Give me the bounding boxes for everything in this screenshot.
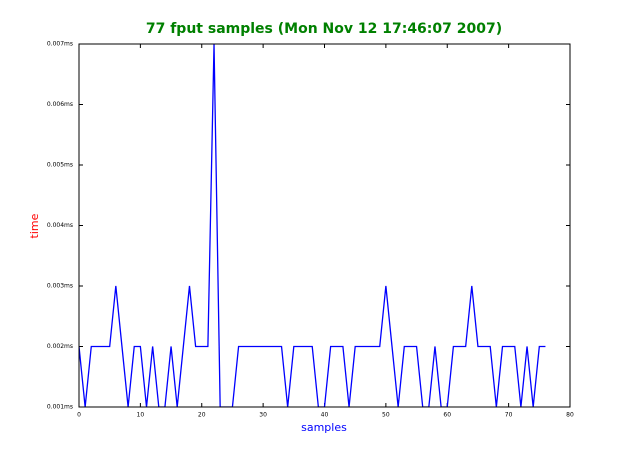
x-tick-label: 40 (321, 412, 329, 419)
x-tick-label: 80 (566, 412, 574, 419)
y-tick-label: 0.002ms (47, 343, 73, 350)
y-tick-label: 0.001ms (47, 404, 73, 411)
y-tick-label: 0.007ms (47, 41, 73, 48)
x-tick-label: 10 (137, 412, 145, 419)
plot-frame (78, 43, 571, 408)
chart-title: 77 fput samples (Mon Nov 12 17:46:07 200… (146, 21, 502, 37)
y-tick-label: 0.004ms (47, 222, 73, 229)
x-tick-label: 60 (443, 412, 451, 419)
y-axis-label: time (28, 213, 41, 238)
x-tick-label: 30 (259, 412, 267, 419)
x-tick-label: 50 (382, 412, 390, 419)
y-tick-label: 0.006ms (47, 101, 73, 108)
x-tick-label: 0 (77, 412, 81, 419)
x-tick-label: 20 (198, 412, 206, 419)
x-tick-label: 70 (505, 412, 513, 419)
data-line (79, 44, 546, 407)
y-tick-label: 0.003ms (47, 283, 73, 290)
x-axis-label: samples (301, 421, 347, 434)
y-tick-label: 0.005ms (47, 162, 73, 169)
